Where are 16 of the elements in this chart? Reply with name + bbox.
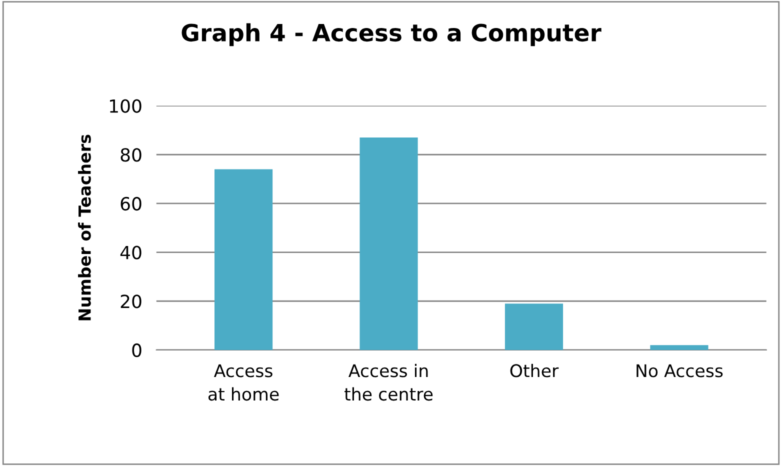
x-tick-label: Access at home — [208, 364, 279, 401]
bar — [650, 345, 708, 350]
bar — [360, 138, 418, 350]
x-tick-label: Other — [510, 364, 559, 378]
y-axis-title: Number of Teachers — [78, 134, 91, 320]
y-tick-label: 20 — [120, 294, 142, 308]
y-tick-label: 60 — [120, 196, 142, 211]
x-tick-label: Access in the centre — [344, 364, 433, 401]
y-tick-label: 40 — [120, 246, 142, 260]
y-tick-label: 80 — [120, 148, 142, 162]
chart-title: Graph 4 - Access to a Computer — [182, 23, 602, 46]
y-tick-label: 0 — [132, 343, 142, 358]
x-tick-label: No Access — [636, 364, 723, 378]
bar — [214, 169, 273, 350]
bar — [504, 304, 564, 350]
y-tick-label: 100 — [110, 99, 142, 113]
